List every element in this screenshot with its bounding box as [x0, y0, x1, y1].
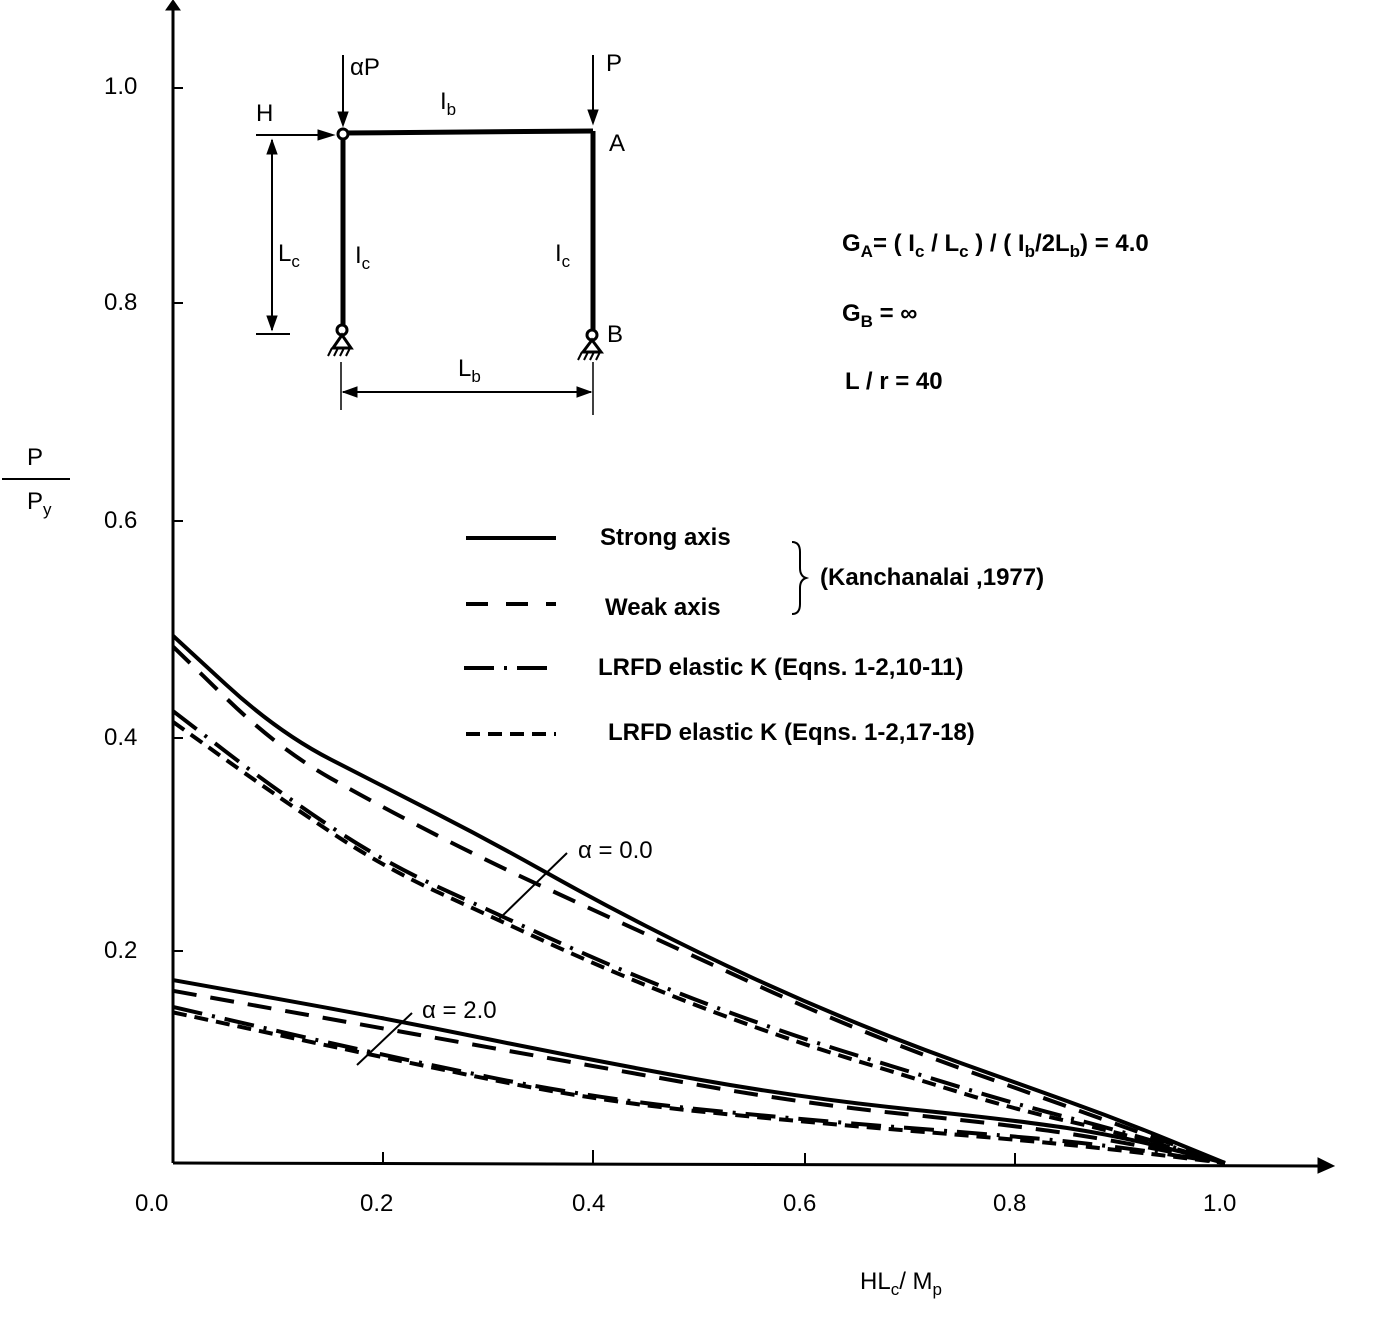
lb-l: L — [458, 355, 472, 382]
lc-i: I — [355, 242, 362, 269]
legend-brace — [791, 541, 810, 615]
gb-g: G — [842, 300, 861, 327]
x-tick-label: 1.0 — [1203, 1190, 1237, 1217]
series-line — [172, 1010, 1226, 1165]
load-p-label: P — [606, 50, 623, 77]
node-a-label: A — [609, 130, 626, 157]
x-axis-label: HLc/ Mp — [860, 1268, 942, 1300]
y-tick-label: 0.2 — [104, 937, 138, 964]
legend-samples — [464, 536, 556, 736]
x-label-main: HL — [860, 1268, 891, 1295]
series-line — [172, 1005, 1226, 1165]
rc-sub: c — [561, 252, 571, 271]
beam-i: I — [440, 88, 447, 115]
left-column-inertia-label: Ic — [355, 242, 370, 274]
series-layer — [171, 634, 1226, 1165]
gb-rest: = ∞ — [879, 300, 918, 327]
ga-t9: ) = 4.0 — [1080, 230, 1149, 257]
legend-label-lrfd-10-11: LRFD elastic K (Eqns. 1-2,10-11) — [598, 654, 964, 681]
gb-sub: B — [860, 312, 873, 331]
axes — [165, 0, 1336, 1174]
x-label-sub: c — [890, 1280, 900, 1299]
y-tick-label: 0.8 — [104, 289, 138, 316]
ga-t1: = ( I — [872, 230, 915, 257]
node-b-label: B — [607, 321, 624, 348]
ga-t4: c — [959, 242, 969, 261]
y-tick-label: 0.6 — [104, 507, 138, 534]
lc-l: L — [278, 240, 292, 267]
beam-length-label: Lb — [458, 355, 481, 387]
pin-joint-icon — [336, 127, 350, 141]
annotation-alpha-0: α = 0.0 — [578, 837, 653, 864]
y-tick-label: 0.4 — [104, 724, 138, 751]
x-tick-label: 0.2 — [360, 1190, 394, 1217]
lb-l-sub: b — [471, 367, 481, 386]
x-tick-label: 0.8 — [993, 1190, 1027, 1217]
frame-diagram — [256, 55, 604, 415]
ga-t8: b — [1069, 242, 1081, 261]
legend-label-weak-axis: Weak axis — [605, 594, 721, 621]
right-column-inertia-label: Ic — [555, 240, 570, 272]
gb-parameter: GB = ∞ — [842, 300, 917, 332]
ga-sub: A — [860, 242, 873, 261]
x-tick-label: 0.6 — [783, 1190, 817, 1217]
x-label-sub2: p — [932, 1280, 942, 1299]
ga-t7: /2L — [1034, 230, 1070, 257]
ga-t6: b — [1024, 242, 1035, 261]
legend-label-strong-axis: Strong axis — [600, 524, 731, 551]
legend-group-citation: (Kanchanalai ,1977) — [820, 564, 1045, 591]
series-line — [172, 978, 1226, 1165]
beam-inertia-label: Ib — [440, 88, 456, 120]
ga-parameter: GA= ( Ic / Lc ) / ( Ib/2Lb) = 4.0 — [842, 230, 1149, 262]
lc-sub: c — [361, 254, 371, 273]
load-alpha-p-label: αP — [350, 54, 380, 81]
series-line — [171, 709, 1226, 1165]
slenderness-parameter: L / r = 40 — [845, 368, 943, 395]
column-length-label: Lc — [278, 240, 300, 272]
ga-t5: ) / ( I — [968, 230, 1025, 257]
series-line — [171, 720, 1226, 1165]
series-line — [171, 634, 1226, 1165]
lc-l-sub: c — [291, 252, 300, 271]
ga-g: G — [842, 230, 861, 257]
load-h-label: H — [256, 100, 274, 127]
x-label-main2: / M — [899, 1268, 933, 1295]
rc-i: I — [555, 240, 562, 267]
x-tick-label: 0.0 — [135, 1190, 169, 1217]
x-tick-label: 0.4 — [572, 1190, 606, 1217]
y-den-main: P — [27, 488, 44, 515]
y-axis-label-denominator: Py — [27, 488, 52, 520]
ga-t3: / L — [924, 230, 960, 257]
beam-sub: b — [446, 100, 457, 119]
ga-t2: c — [914, 242, 925, 261]
y-tick-label: 1.0 — [104, 73, 138, 100]
legend-label-lrfd-17-18: LRFD elastic K (Eqns. 1-2,17-18) — [608, 719, 975, 746]
y-den-sub: y — [43, 500, 52, 519]
series-line — [172, 988, 1226, 1165]
y-axis-label-numerator: P — [27, 444, 44, 471]
annotation-alpha-2: α = 2.0 — [422, 997, 497, 1024]
